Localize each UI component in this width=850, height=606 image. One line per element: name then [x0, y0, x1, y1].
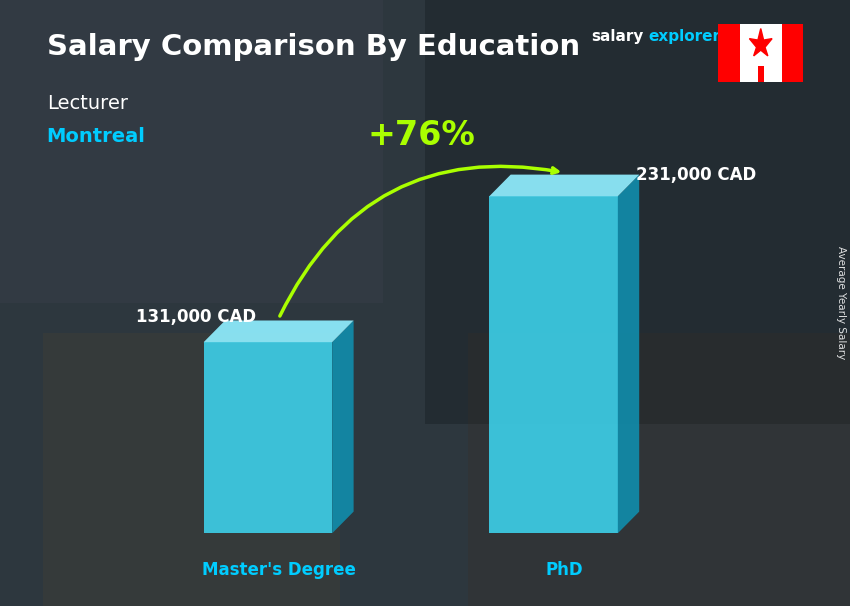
Bar — [782, 24, 803, 82]
Bar — [718, 24, 740, 82]
Bar — [468, 333, 850, 606]
Bar — [425, 0, 850, 424]
Polygon shape — [490, 196, 618, 533]
Text: explorer.com: explorer.com — [649, 29, 759, 44]
Text: +76%: +76% — [367, 119, 475, 152]
Bar — [42, 333, 340, 606]
Polygon shape — [618, 175, 639, 533]
Polygon shape — [204, 321, 354, 342]
Polygon shape — [750, 28, 772, 56]
Text: Average Yearly Salary: Average Yearly Salary — [836, 247, 846, 359]
Polygon shape — [204, 342, 332, 533]
Text: Master's Degree: Master's Degree — [201, 561, 355, 579]
Bar — [758, 66, 763, 82]
Polygon shape — [490, 175, 639, 196]
Text: PhD: PhD — [546, 561, 583, 579]
Polygon shape — [332, 321, 354, 533]
Text: Montreal: Montreal — [47, 127, 145, 146]
Text: salary: salary — [591, 29, 643, 44]
Text: Lecturer: Lecturer — [47, 94, 128, 113]
Text: 131,000 CAD: 131,000 CAD — [137, 308, 257, 327]
Text: Salary Comparison By Education: Salary Comparison By Education — [47, 33, 580, 61]
Bar — [0, 0, 382, 303]
Text: 231,000 CAD: 231,000 CAD — [636, 167, 756, 184]
